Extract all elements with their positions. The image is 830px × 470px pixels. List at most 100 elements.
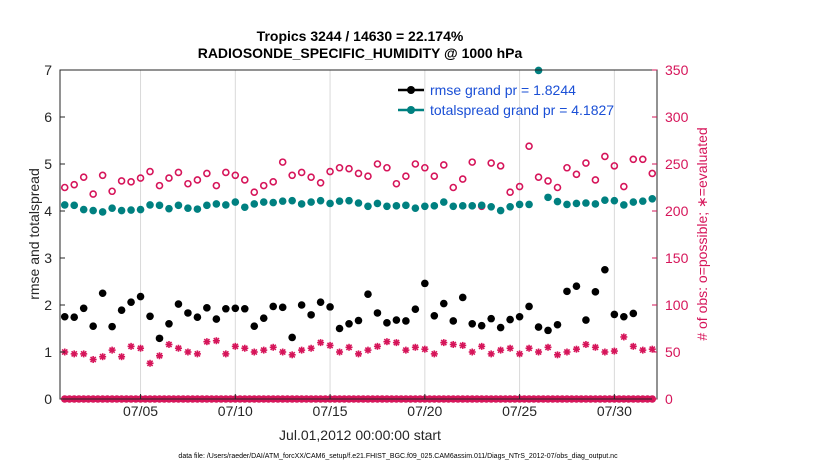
obs-evaluated-point (193, 350, 201, 358)
obs-possible-point (525, 142, 533, 150)
x-tick-label: 07/30 (597, 403, 632, 419)
spread-point (496, 206, 505, 215)
spread-point (278, 197, 287, 205)
obs-evaluated-point (288, 351, 296, 359)
star-stroke (649, 346, 656, 353)
obs-possible-point (345, 164, 353, 173)
star-stroke (241, 345, 248, 352)
obs-possible-point (307, 173, 315, 181)
spread-point (449, 202, 458, 211)
star-stroke (611, 347, 618, 355)
spread-point (98, 208, 107, 216)
spread-point (572, 199, 581, 208)
star-stroke (270, 344, 277, 351)
star-stroke (639, 346, 646, 354)
star-stroke (326, 342, 334, 349)
obs-evaluated-point (118, 353, 126, 361)
obs-possible-point (326, 167, 334, 176)
obs-evaluated-point (99, 353, 107, 361)
rmse-point (326, 303, 334, 311)
obs-possible-point (155, 181, 164, 190)
obs-possible-point (136, 174, 145, 182)
obs-evaluated-point (80, 350, 88, 358)
y-right-tick-label: 50 (665, 344, 681, 360)
spread-point (89, 206, 97, 215)
spread-point (620, 201, 628, 209)
rmse-point (316, 298, 325, 306)
obs-evaluated-point (544, 343, 552, 351)
rmse-point (525, 302, 533, 311)
y-left-tick-label: 0 (44, 391, 52, 407)
rmse-point (364, 290, 372, 298)
spread-point (601, 196, 609, 204)
rmse-point (572, 282, 581, 291)
spread-point (231, 198, 240, 206)
footer-file: data file: /Users/raeder/DAI/ATM_forcXX/… (178, 453, 618, 460)
spread-point (582, 199, 590, 207)
obs-evaluated-point (411, 343, 419, 351)
rmse-point (553, 320, 562, 329)
spread-point (629, 198, 638, 206)
star-stroke (601, 348, 609, 356)
obs-possible-point (222, 168, 230, 177)
spread-point (70, 201, 79, 210)
obs-possible-point (278, 158, 287, 166)
rmse-point (402, 317, 410, 325)
obs-possible-point (174, 168, 183, 177)
spread-point (165, 204, 173, 213)
x-axis-label: Jul.01,2012 00:00:00 start (279, 427, 441, 443)
obs-possible-point (165, 174, 173, 182)
y-left-tick-label: 3 (44, 250, 52, 266)
obs-evaluated-point (146, 359, 154, 367)
spread-point (269, 198, 278, 207)
obs-evaluated-point (459, 341, 467, 349)
spread-point (638, 197, 647, 205)
obs-possible-point (610, 162, 619, 170)
spread-point (515, 200, 524, 209)
obs-evaluated-point (497, 346, 505, 354)
star-stroke (412, 344, 419, 351)
spread-point (392, 202, 401, 210)
legend-spread-marker (407, 106, 415, 114)
star-stroke (620, 333, 627, 341)
spread-point (240, 203, 249, 212)
obs-evaluated-point (364, 346, 372, 354)
y-left-tick-label: 5 (44, 156, 52, 172)
obs-possible-point (515, 182, 524, 191)
obs-possible-point (534, 173, 543, 181)
obs-possible-point (638, 155, 647, 164)
rmse-point (117, 306, 126, 314)
rmse-point (297, 301, 306, 309)
y-axis-right-label: # of obs: o=possible; ∗=evaluated (694, 127, 710, 340)
obs-evaluated-point (298, 346, 306, 354)
rmse-point (506, 315, 514, 324)
rmse-point (155, 334, 164, 343)
spread-point (563, 200, 571, 209)
rmse-point (458, 293, 467, 302)
spread-point (468, 202, 477, 210)
rmse-point (184, 309, 192, 317)
obs-possible-point (70, 180, 79, 189)
obs-possible-point (193, 176, 202, 184)
rmse-point (620, 312, 628, 321)
star-stroke (222, 350, 229, 358)
spread-point (193, 205, 202, 213)
rmse-point (477, 321, 486, 330)
spread-point (184, 204, 192, 212)
obs-possible-point (563, 163, 571, 172)
spread-point (108, 204, 116, 212)
obs-possible-point (648, 169, 657, 178)
rmse-point (250, 322, 259, 330)
star-stroke (488, 350, 495, 358)
rmse-point (165, 320, 173, 328)
obs-evaluated-point (108, 346, 116, 354)
obs-evaluated-point (212, 337, 220, 345)
obs-evaluated-point (525, 344, 533, 352)
rmse-point (335, 324, 344, 333)
spread-point (203, 201, 211, 210)
obs-possible-point (449, 183, 458, 192)
spread-point (326, 199, 334, 208)
rmse-point (212, 315, 221, 323)
obs-evaluated-point (174, 344, 182, 352)
spread-point (79, 205, 88, 214)
